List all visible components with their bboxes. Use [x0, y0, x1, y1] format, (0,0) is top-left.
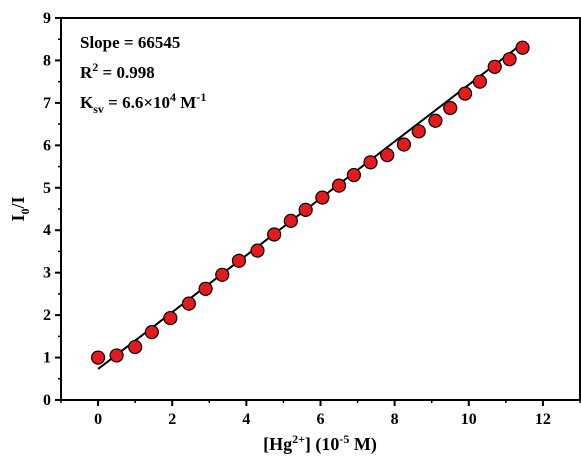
data-point — [487, 59, 502, 74]
y-tick-label: 4 — [43, 222, 51, 239]
y-tick-label: 3 — [43, 265, 51, 282]
y-tick-label: 1 — [43, 350, 51, 367]
y-tick-label: 2 — [43, 307, 51, 324]
data-point — [363, 155, 378, 170]
y-tick-label: 9 — [43, 10, 51, 27]
y-tick-label: 8 — [43, 52, 51, 69]
x-tick-label: 2 — [168, 411, 176, 428]
data-points — [90, 40, 530, 365]
data-point — [298, 202, 313, 217]
x-tick-label: 10 — [461, 411, 477, 428]
data-point — [163, 310, 178, 326]
y-axis-ticks: 0 1 2 3 4 5 6 7 8 9 — [43, 10, 61, 409]
r-squared-annotation: R2 = 0.998 — [80, 60, 155, 82]
data-point — [90, 350, 106, 365]
data-point — [428, 113, 443, 128]
x-tick-label: 8 — [391, 411, 399, 428]
data-point — [109, 348, 124, 363]
data-point — [181, 296, 196, 311]
y-tick-label: 6 — [43, 137, 51, 154]
y-tick-label: 5 — [43, 180, 51, 197]
data-point — [457, 86, 473, 101]
data-point — [472, 74, 488, 89]
x-axis-title: [Hg2+] (10-5 M) — [263, 432, 377, 455]
data-point — [267, 227, 282, 242]
data-point — [443, 100, 458, 116]
data-point — [128, 339, 143, 355]
slope-annotation: Slope = 66545 — [80, 33, 180, 52]
data-point — [144, 324, 159, 340]
data-point — [331, 178, 347, 193]
data-point — [231, 253, 247, 268]
x-tick-label: 0 — [94, 411, 102, 428]
x-axis-ticks: 0 2 4 6 8 10 12 — [60, 400, 581, 428]
x-tick-label: 4 — [242, 411, 250, 428]
data-point — [250, 243, 265, 258]
data-point — [502, 52, 517, 67]
data-point — [346, 167, 361, 183]
data-point — [380, 147, 395, 163]
data-point — [198, 281, 213, 296]
data-point — [283, 213, 298, 228]
data-point — [411, 124, 426, 139]
data-point — [515, 40, 530, 55]
x-tick-label: 12 — [535, 411, 551, 428]
data-point — [396, 137, 412, 152]
data-point — [315, 190, 330, 205]
ksv-annotation: Ksv = 6.6×104 M-1 — [80, 90, 206, 116]
y-tick-label: 0 — [43, 392, 51, 409]
data-point — [215, 267, 230, 282]
y-tick-label: 7 — [43, 95, 51, 112]
x-tick-label: 6 — [317, 411, 325, 428]
y-axis-title: I0/I — [8, 196, 32, 221]
